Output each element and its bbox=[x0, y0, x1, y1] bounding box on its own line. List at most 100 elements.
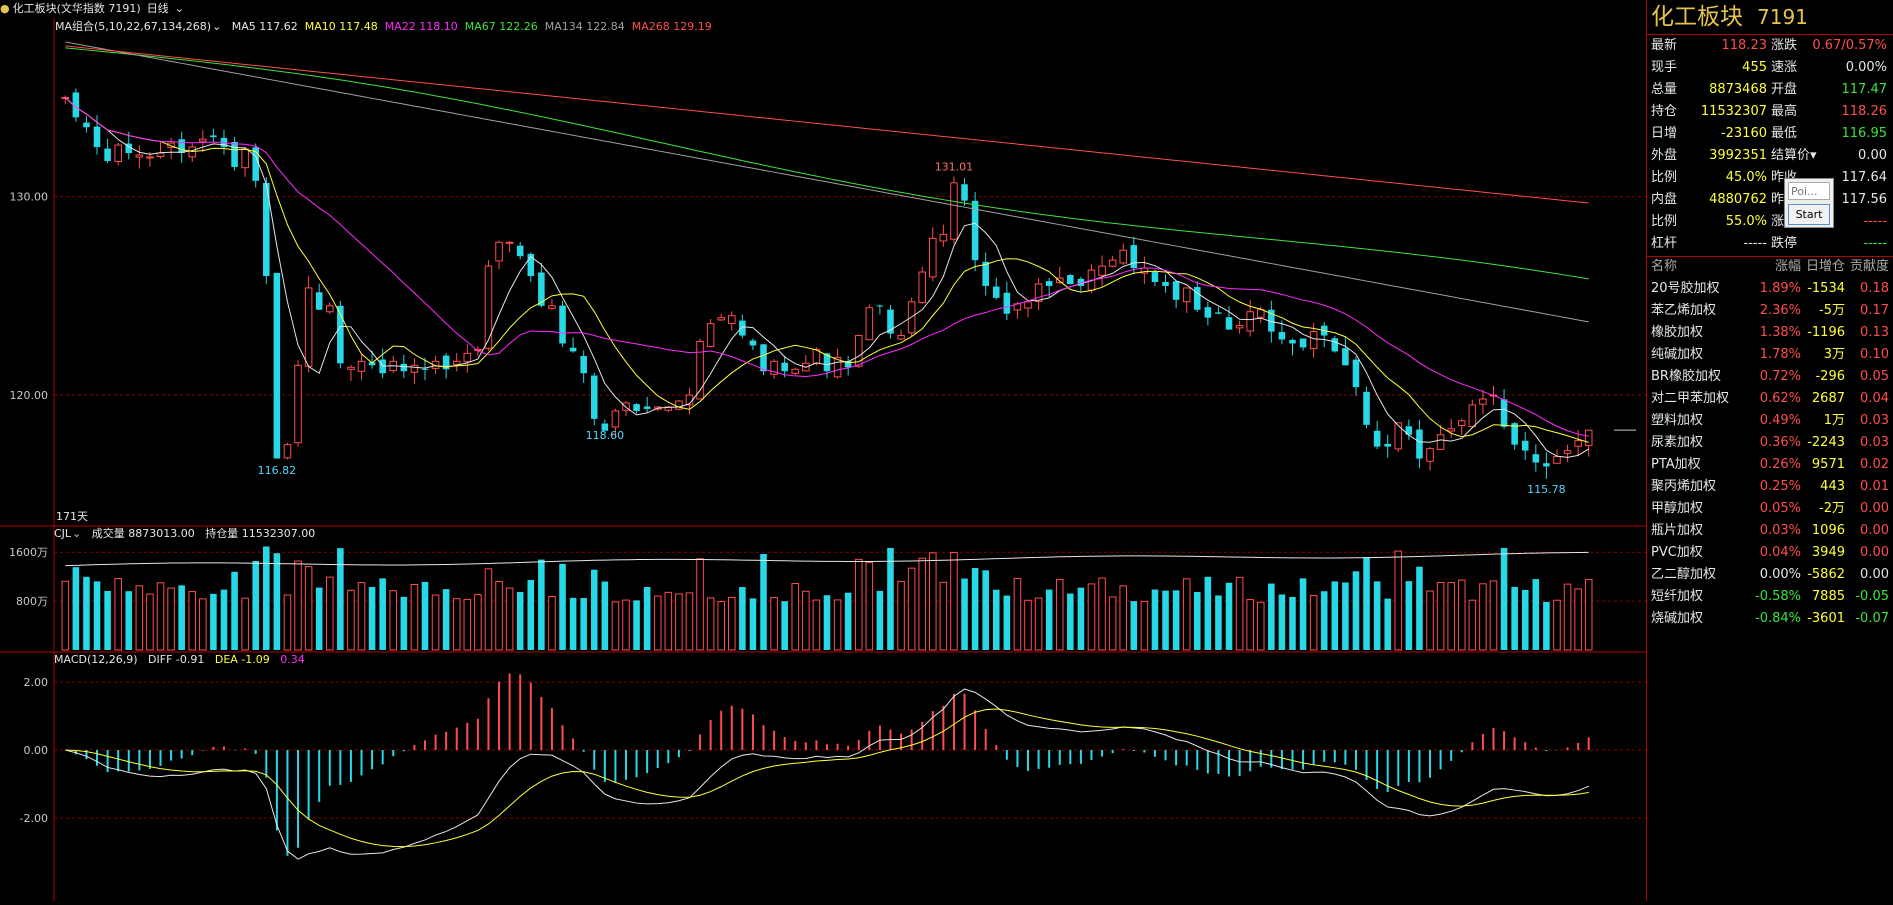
col-contribution[interactable]: 贡献度 bbox=[1849, 259, 1889, 274]
macd-dea: DEA -1.09 bbox=[214, 653, 270, 666]
candle-body bbox=[1268, 309, 1275, 332]
volume-indicator-name[interactable]: CJL bbox=[54, 527, 72, 540]
component-name: 苯乙烯加权 bbox=[1651, 303, 1717, 318]
period-selector[interactable]: 日线 ⌄ bbox=[146, 2, 184, 15]
list-item[interactable]: 乙二醇加权 0.00% -5862 0.00 bbox=[1647, 564, 1893, 586]
component-contribution: 0.01 bbox=[1860, 479, 1889, 494]
volume-bar bbox=[1003, 595, 1011, 650]
macd-indicator-name[interactable]: MACD(12,26,9) bbox=[54, 653, 138, 666]
divider bbox=[1647, 256, 1893, 257]
volume-bar bbox=[1584, 578, 1593, 651]
candle-body bbox=[1574, 440, 1582, 447]
macd-legend: MACD(12,26,9) DIFF -0.91 DEA -1.09 0.34 bbox=[54, 652, 312, 668]
volume-bar bbox=[400, 596, 408, 650]
volume-bar bbox=[696, 558, 704, 651]
list-item[interactable]: 甲醇加权 0.05% -2万 0.00 bbox=[1647, 498, 1893, 520]
volume-bar bbox=[452, 598, 461, 651]
quote-label: 最高 bbox=[1771, 104, 1798, 119]
volume-bar bbox=[442, 589, 450, 650]
list-item[interactable]: 苯乙烯加权 2.36% -5万 0.17 bbox=[1647, 300, 1893, 322]
volume-bar bbox=[1204, 576, 1212, 650]
volume-axis-label: 800万 bbox=[16, 595, 48, 608]
candle-body bbox=[252, 147, 259, 181]
candle-body bbox=[1055, 277, 1064, 284]
list-item[interactable]: 20号胶加权 1.89% -1534 0.18 bbox=[1647, 278, 1893, 300]
component-contribution: 0.04 bbox=[1860, 391, 1889, 406]
ma-group-label[interactable]: MA组合(5,10,22,67,134,268) bbox=[55, 20, 212, 33]
volume-bar bbox=[1256, 601, 1265, 651]
candle-body bbox=[304, 287, 313, 367]
list-item[interactable]: 尿素加权 0.36% -2243 0.03 bbox=[1647, 432, 1893, 454]
ma5-line bbox=[64, 97, 1589, 458]
volume-bar bbox=[781, 601, 788, 650]
col-oi[interactable]: 日增仓 bbox=[1805, 259, 1845, 274]
quote-value: 8873468 bbox=[1709, 82, 1767, 97]
component-name: 瓶片加权 bbox=[1651, 523, 1704, 538]
component-contribution: 0.00 bbox=[1860, 501, 1889, 516]
component-contribution: 0.18 bbox=[1860, 281, 1889, 296]
volume-bar bbox=[125, 591, 133, 650]
list-item[interactable]: 塑料加权 0.49% 1万 0.03 bbox=[1647, 410, 1893, 432]
volume-bar bbox=[495, 580, 503, 651]
macd-diff: DIFF -0.91 bbox=[148, 653, 205, 666]
component-oi: -5862 bbox=[1807, 567, 1845, 582]
chart-canvas[interactable]: 130.00 120.00 131.01 116.82 118.60 115.78 171天… bbox=[0, 0, 1646, 901]
volume-bar bbox=[104, 590, 111, 650]
volume-bar bbox=[421, 581, 429, 650]
component-oi: -5万 bbox=[1819, 303, 1845, 318]
volume-bar bbox=[1384, 598, 1391, 650]
volume-bar bbox=[337, 548, 344, 650]
volume-bar bbox=[347, 589, 355, 651]
volume-bar bbox=[1140, 601, 1149, 651]
volume-bar bbox=[178, 585, 185, 650]
list-item[interactable]: PVC加权 0.04% 3949 0.00 bbox=[1647, 542, 1893, 564]
candle-body bbox=[72, 92, 80, 118]
candle-body bbox=[93, 126, 101, 148]
list-item[interactable]: 橡胶加权 1.38% -1196 0.13 bbox=[1647, 322, 1893, 344]
chart-header: ● 化工板块(文华指数 7191) 日线 ⌄ bbox=[0, 0, 1646, 18]
candle-body bbox=[887, 309, 894, 334]
volume-bar bbox=[1521, 589, 1529, 650]
volume-bar bbox=[887, 547, 894, 650]
list-item[interactable]: 烧碱加权 -0.84% -3601 -0.07 bbox=[1647, 608, 1893, 630]
component-change: 0.03% bbox=[1759, 523, 1801, 538]
candle-body bbox=[633, 404, 640, 411]
quote-value: 455 bbox=[1742, 60, 1767, 75]
col-change[interactable]: 涨幅 bbox=[1774, 259, 1801, 274]
candle-body bbox=[749, 340, 757, 346]
chevron-down-icon: ⌄ bbox=[72, 527, 82, 540]
divider bbox=[1647, 34, 1893, 35]
candle-body bbox=[876, 305, 884, 307]
list-item[interactable]: 短纤加权 -0.58% 7885 -0.05 bbox=[1647, 586, 1893, 608]
list-item[interactable]: 纯碱加权 1.78% 3万 0.10 bbox=[1647, 344, 1893, 366]
candle-body bbox=[347, 366, 355, 370]
ma22-line bbox=[64, 97, 1589, 437]
instrument-title: 化工板块 7191 bbox=[1647, 0, 1893, 34]
component-contribution: 0.17 bbox=[1860, 303, 1889, 318]
volume-bar bbox=[1511, 586, 1518, 650]
list-item[interactable]: 瓶片加权 0.03% 1096 0.00 bbox=[1647, 520, 1893, 542]
volume-bar bbox=[1574, 588, 1582, 651]
candle-body bbox=[484, 265, 493, 349]
quote-label: 总量 bbox=[1651, 82, 1678, 97]
list-item[interactable]: 聚丙烯加权 0.25% 443 0.01 bbox=[1647, 476, 1893, 498]
component-change: 1.38% bbox=[1759, 325, 1801, 340]
ma-legend: MA组合(5,10,22,67,134,268)⌄ MA5 117.62 MA10… bbox=[55, 19, 719, 35]
list-item[interactable]: PTA加权 0.26% 9571 0.02 bbox=[1647, 454, 1893, 476]
quote-value: 118.26 bbox=[1841, 104, 1888, 119]
component-oi: 1096 bbox=[1811, 523, 1845, 538]
volume-bar bbox=[1500, 547, 1508, 650]
poi-input[interactable]: Poi... bbox=[1788, 182, 1830, 200]
quote-row: 现手 455 速涨 0.00% bbox=[1647, 57, 1890, 79]
start-button[interactable]: Start bbox=[1788, 204, 1830, 225]
list-item[interactable]: 对二甲苯加权 0.62% 2687 0.04 bbox=[1647, 388, 1893, 410]
candle-body bbox=[706, 323, 715, 347]
list-item[interactable]: BR橡胶加权 0.72% -296 0.05 bbox=[1647, 366, 1893, 388]
candle-body bbox=[1299, 338, 1307, 348]
kline-chart-area[interactable]: 130.00 120.00 131.01 116.82 118.60 115.78 171天… bbox=[0, 0, 1646, 901]
candle-body bbox=[992, 286, 1000, 298]
volume-bar bbox=[961, 578, 968, 650]
col-name[interactable]: 名称 bbox=[1651, 259, 1678, 274]
quote-value: 45.0% bbox=[1725, 170, 1767, 185]
volume-bar bbox=[1246, 599, 1254, 651]
